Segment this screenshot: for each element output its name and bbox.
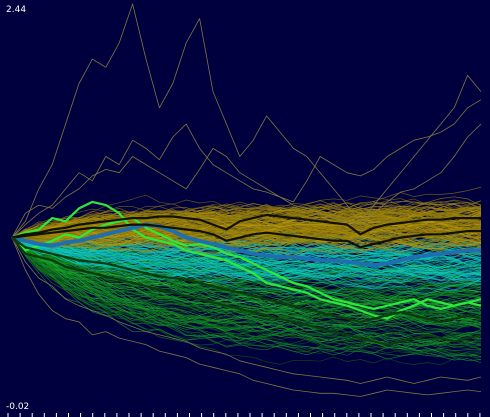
green-series-line xyxy=(11,237,482,301)
green-series-line xyxy=(11,237,482,316)
green-series-line xyxy=(11,237,482,345)
cyan-series-line xyxy=(11,237,482,292)
y-max-label: 2.44 xyxy=(6,5,27,15)
green-series-line xyxy=(11,237,482,334)
yellow-series-line xyxy=(11,221,482,244)
green-series-line xyxy=(11,237,482,320)
green-series-line xyxy=(11,237,482,353)
highlighted-series-line xyxy=(11,236,482,346)
cyan-series-line xyxy=(11,237,482,273)
green-series-line xyxy=(11,237,482,327)
green-series-line xyxy=(11,237,482,346)
outlier-series-line xyxy=(11,237,482,384)
y-min-label: -0.02 xyxy=(6,402,30,412)
highlighted-series-line xyxy=(11,236,482,323)
cyan-series-line xyxy=(11,237,482,288)
yellow-series-line xyxy=(11,207,482,238)
outlier-series-line xyxy=(11,3,482,238)
green-series-line xyxy=(11,237,482,318)
yellow-series-line xyxy=(11,198,482,238)
green-series-line xyxy=(11,237,482,348)
highlighted-series-line xyxy=(11,223,481,249)
green-series-line xyxy=(11,237,482,366)
green-series-line xyxy=(11,237,482,325)
highlighted-series-line xyxy=(11,222,481,268)
outlier-series-line xyxy=(11,99,482,238)
green-series-line xyxy=(11,237,482,306)
outlier-series-line xyxy=(11,237,482,397)
green-series-line xyxy=(11,237,482,344)
green-series-line xyxy=(11,237,482,336)
yellow-series-line xyxy=(11,215,482,240)
cyan-series-line xyxy=(11,237,482,280)
highlighted-series-line xyxy=(11,213,481,239)
green-series-line xyxy=(11,237,482,340)
cyan-series-line xyxy=(11,237,482,261)
cyan-series-line xyxy=(11,237,482,295)
cyan-series-line xyxy=(11,237,482,294)
yellow-series-line xyxy=(11,203,482,238)
green-series-line xyxy=(11,237,482,296)
highlighted-series-line xyxy=(11,200,482,320)
green-series-line xyxy=(11,237,482,328)
highlighted-series-line xyxy=(11,217,482,310)
cyan-series-line xyxy=(11,237,482,280)
yellow-series-line xyxy=(11,202,482,238)
yellow-series-line xyxy=(11,211,482,242)
outlier-series-line xyxy=(11,123,482,238)
green-series-line xyxy=(11,237,482,361)
yellow-series-line xyxy=(11,205,482,240)
green-series-line xyxy=(11,237,482,350)
